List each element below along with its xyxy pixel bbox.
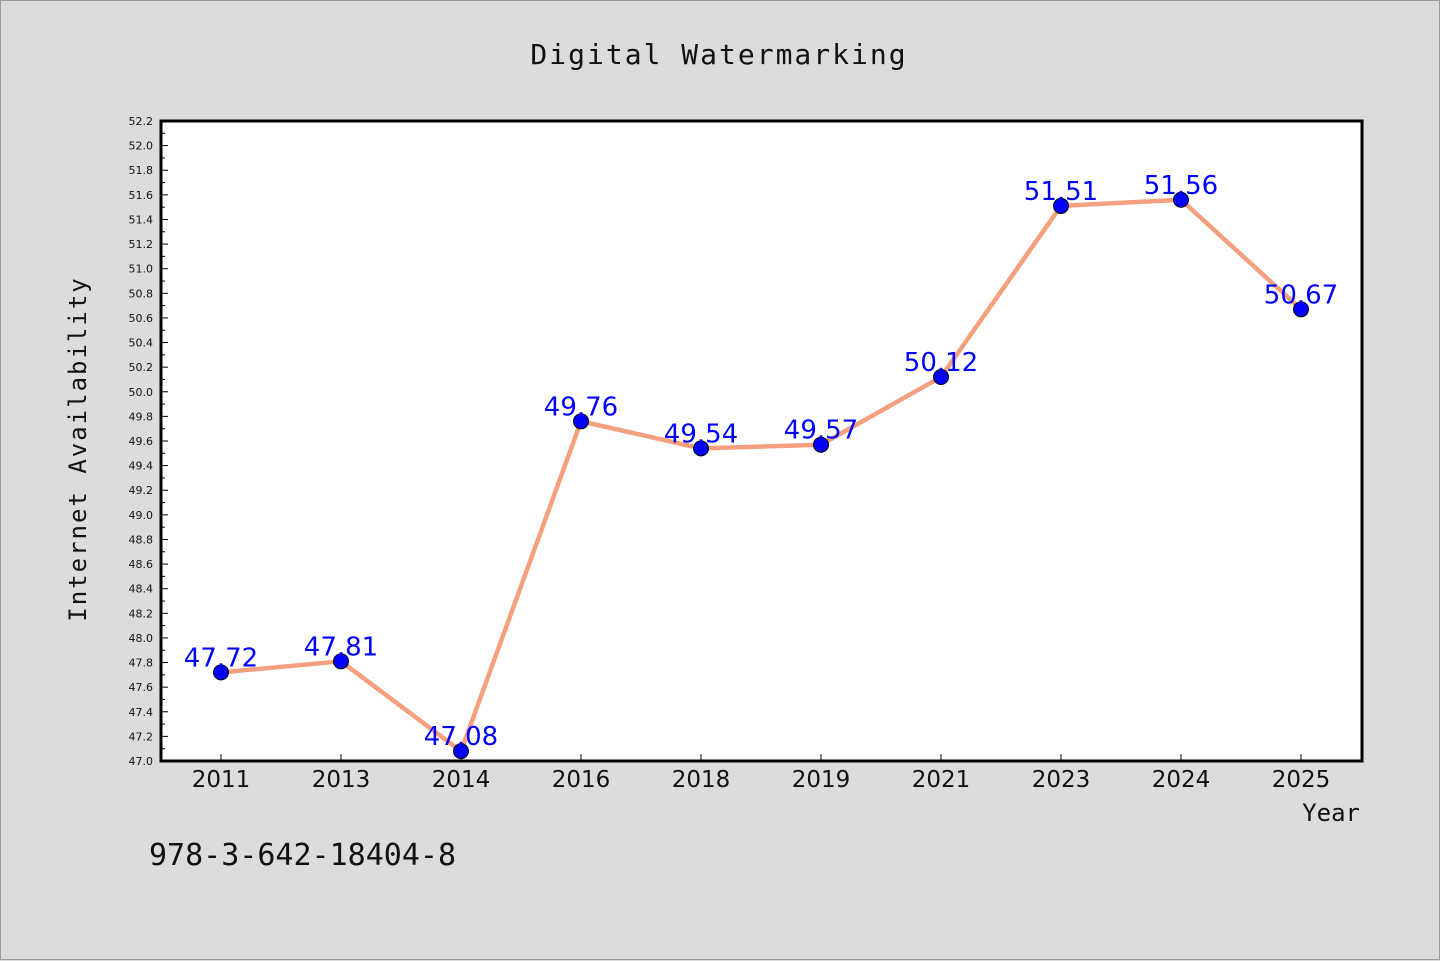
x-tick-label: 2011 [192, 767, 251, 793]
data-label: 49.76 [544, 392, 618, 422]
y-tick-label: 51.8 [129, 164, 154, 177]
plot-area [159, 119, 1364, 763]
x-tick-label: 2023 [1032, 767, 1091, 793]
y-tick-label: 47.0 [129, 755, 154, 768]
data-labels: 47.72 47.81 47.08 49.76 49.54 49.57 50.12 51.51… [184, 171, 1338, 752]
y-tick-label: 48.8 [129, 533, 154, 546]
y-tick-label: 47.2 [129, 730, 154, 743]
x-tick-label: 2021 [912, 767, 971, 793]
x-tick-label: 2013 [312, 767, 371, 793]
y-axis-label: Internet Availability [64, 276, 92, 621]
y-tick-label: 49.8 [129, 410, 154, 423]
x-tick-label: 2024 [1152, 767, 1211, 793]
y-tick-label: 49.0 [129, 509, 154, 522]
data-point [813, 436, 829, 453]
data-label: 50.67 [1264, 280, 1338, 310]
y-tick-label: 48.6 [129, 558, 154, 571]
y-tick-label: 52.0 [129, 140, 154, 153]
x-axis-ticks: 2011 2013 2014 2016 2018 2019 2021 2023 2024 2025 [192, 754, 1331, 793]
y-tick-label: 51.6 [129, 189, 154, 202]
y-tick-label: 52.2 [129, 115, 154, 128]
y-tick-label: 50.0 [129, 386, 154, 399]
data-point [933, 369, 949, 385]
y-tick-label: 47.6 [129, 681, 154, 694]
y-axis-ticks: 47.0 47.2 47.4 47.6 47.8 48.0 48.2 48.4 48.6 48.8… [129, 115, 168, 768]
y-tick-label: 50.6 [129, 312, 154, 325]
data-point [1173, 191, 1189, 208]
data-label: 47.81 [304, 632, 378, 662]
x-tick-label: 2014 [432, 767, 491, 793]
y-tick-label: 49.2 [129, 484, 154, 497]
data-point [693, 440, 709, 457]
data-point [213, 664, 229, 681]
y-tick-label: 50.2 [129, 361, 154, 374]
x-tick-label: 2019 [792, 767, 851, 793]
y-tick-label: 48.4 [129, 583, 154, 596]
y-tick-label: 49.6 [129, 435, 154, 448]
data-label: 47.72 [184, 643, 258, 673]
y-tick-label: 51.4 [129, 213, 154, 226]
data-label: 49.54 [664, 419, 738, 449]
data-point [333, 653, 349, 670]
data-point [453, 743, 469, 760]
data-label: 50.12 [904, 348, 978, 378]
y-tick-label: 50.4 [129, 337, 154, 350]
data-label: 49.57 [784, 416, 858, 446]
data-point [573, 413, 589, 430]
y-tick-label: 50.8 [129, 287, 154, 300]
chart-title: Digital Watermarking [530, 38, 907, 71]
x-tick-label: 2016 [552, 767, 611, 793]
y-tick-label: 51.2 [129, 238, 154, 251]
y-tick-label: 48.0 [129, 632, 154, 645]
series-line [218, 197, 1304, 754]
data-label: 51.51 [1024, 177, 1098, 207]
x-tick-label: 2018 [672, 767, 731, 793]
y-tick-label: 51.0 [129, 263, 154, 276]
x-axis-label: Year [1302, 799, 1360, 827]
data-label: 47.08 [424, 722, 498, 752]
x-tick-label: 2025 [1272, 767, 1331, 793]
footer-isbn: 978-3-642-18404-8 [149, 838, 456, 873]
y-tick-label: 47.4 [129, 706, 154, 719]
data-markers [213, 191, 1309, 760]
y-tick-label: 47.8 [129, 657, 154, 670]
y-tick-label: 48.2 [129, 607, 154, 620]
data-point [1293, 301, 1309, 318]
y-tick-label: 49.4 [129, 460, 154, 473]
data-point [1053, 197, 1069, 214]
data-label: 51.56 [1144, 171, 1218, 201]
